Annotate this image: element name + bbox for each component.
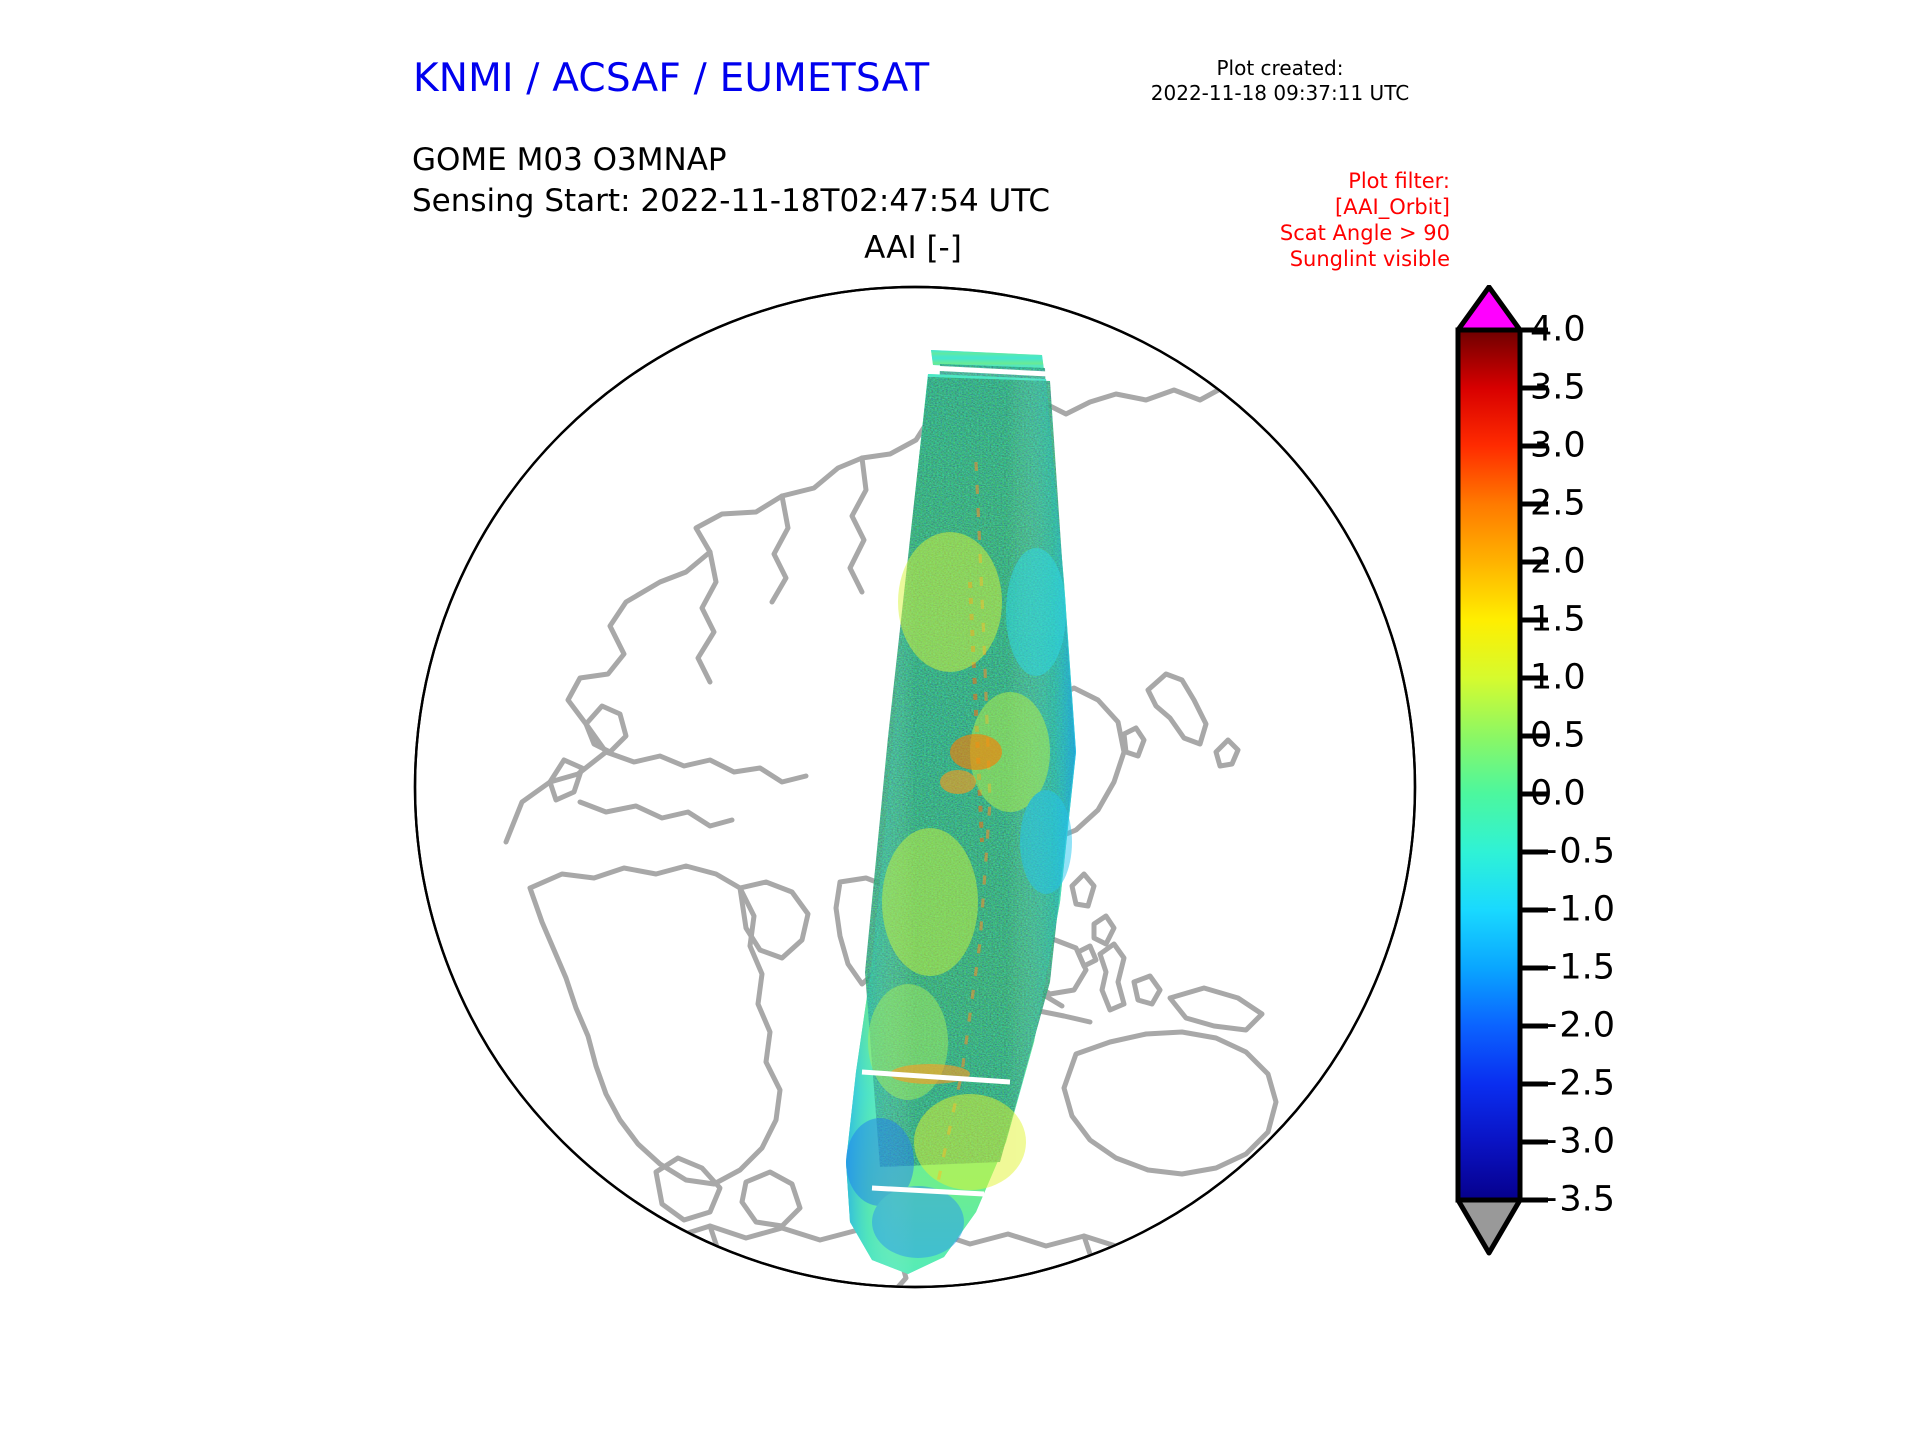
variable-title: AAI [-] — [864, 230, 962, 266]
colorbar-tick-label: −3.0 — [1530, 1121, 1615, 1162]
dataset-info-block: GOME M03 O3MNAP Sensing Start: 2022-11-1… — [412, 140, 1050, 222]
globe-outline-top — [413, 285, 1417, 1289]
plot-filter-product: [AAI_Orbit] — [1335, 195, 1450, 219]
colorbar-tick-label: −1.0 — [1530, 889, 1615, 930]
colorbar-tick-label: 2.0 — [1530, 541, 1586, 582]
colorbar-tick-label: 3.0 — [1530, 425, 1586, 466]
plot-filter-scat-angle: Scat Angle > 90 — [1279, 221, 1450, 245]
swath-scan-gaps — [861, 365, 1049, 1197]
plot-created-label: Plot created: — [1216, 56, 1344, 80]
colorbar-tick-label: 1.5 — [1530, 599, 1586, 640]
colorbar-tick-label: −2.0 — [1530, 1005, 1615, 1046]
colorbar-gradient-bar — [1455, 327, 1523, 1203]
colorbar-tick-label: 1.0 — [1530, 657, 1586, 698]
colorbar-tick-label: 4.0 — [1530, 309, 1586, 350]
colorbar — [1455, 285, 1548, 1256]
colorbar-ticks — [1520, 327, 1548, 1203]
colorbar-panel: 4.0 3.5 3.0 2.5 2.0 1.5 1.0 0.5 0.0 −0.5… — [1432, 285, 1852, 1305]
organization-title: KNMI / ACSAF / EUMETSAT — [413, 56, 930, 101]
colorbar-tick-label: 0.5 — [1530, 715, 1586, 756]
plot-filter-block: Plot filter: [AAI_Orbit] Scat Angle > 90… — [1150, 168, 1450, 272]
colorbar-under-range-arrow — [1455, 1197, 1523, 1256]
swath-feature-patches — [846, 532, 1072, 1258]
dataset-name: GOME M03 O3MNAP — [412, 142, 727, 178]
sensing-start: Sensing Start: 2022-11-18T02:47:54 UTC — [412, 183, 1050, 219]
plot-filter-label: Plot filter: — [1348, 169, 1450, 193]
colorbar-tick-label: 2.5 — [1530, 483, 1586, 524]
map-panel — [410, 282, 1420, 1292]
colorbar-tick-label: −0.5 — [1530, 831, 1615, 872]
plot-filter-sunglint: Sunglint visible — [1289, 247, 1450, 271]
colorbar-over-range-arrow — [1455, 285, 1523, 333]
colorbar-tick-label: −3.5 — [1530, 1179, 1615, 1220]
colorbar-tick-label: −2.5 — [1530, 1063, 1615, 1104]
colorbar-tick-label: −1.5 — [1530, 947, 1615, 988]
plot-created-timestamp: 2022-11-18 09:37:11 UTC — [1150, 81, 1410, 105]
swath-nadir-streak — [936, 461, 992, 1183]
plot-created-block: Plot created: 2022-11-18 09:37:11 UTC — [1110, 56, 1450, 106]
colorbar-tick-label: 0.0 — [1530, 773, 1586, 814]
globe-map — [413, 285, 1417, 1289]
colorbar-tick-labels: 4.0 3.5 3.0 2.5 2.0 1.5 1.0 0.5 0.0 −0.5… — [1530, 285, 1690, 1305]
colorbar-tick-label: 3.5 — [1530, 367, 1586, 408]
